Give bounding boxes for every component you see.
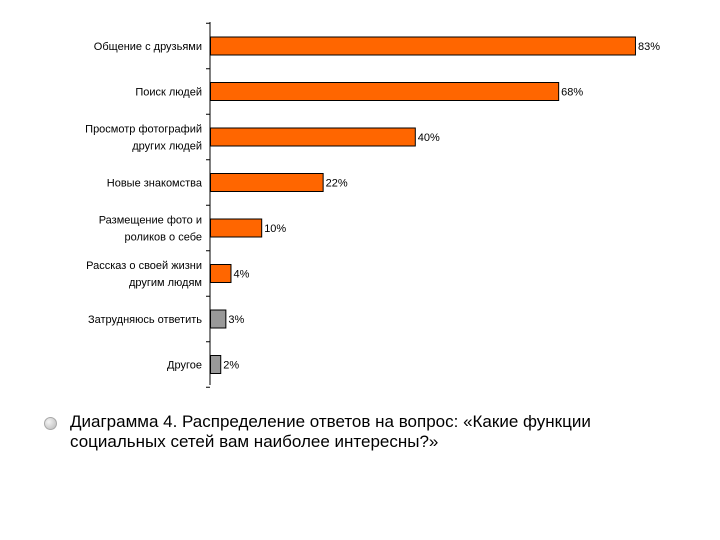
- bar: [210, 82, 560, 101]
- bar: [210, 36, 636, 56]
- data-label: 83%: [638, 41, 660, 53]
- data-label: 3%: [228, 314, 244, 326]
- category-label: других людей: [132, 141, 202, 153]
- bar: [210, 355, 222, 374]
- category-label: Рассказ о своей жизни: [86, 260, 202, 272]
- caption-text: Диаграмма 4. Распределение ответов на во…: [70, 412, 591, 451]
- data-label: 2%: [223, 360, 239, 372]
- data-label: 22%: [326, 178, 348, 190]
- bar: [210, 218, 263, 238]
- bar: [210, 127, 416, 147]
- data-label: 10%: [264, 223, 286, 235]
- chart-caption: Диаграмма 4. Распределение ответов на во…: [44, 412, 684, 452]
- bar: [210, 264, 232, 283]
- category-label: другим людям: [129, 277, 202, 289]
- category-label: Другое: [167, 360, 202, 372]
- data-label: 40%: [418, 132, 440, 144]
- category-label: Затрудняюсь ответить: [88, 314, 202, 326]
- data-label: 4%: [233, 269, 249, 281]
- category-label: роликов о себе: [125, 232, 202, 244]
- category-label: Просмотр фотографий: [85, 124, 202, 136]
- data-label: 68%: [561, 87, 583, 99]
- bar: [210, 309, 227, 329]
- category-label: Общение с друзьями: [94, 41, 202, 53]
- bullet-icon: [44, 417, 57, 430]
- bar: [210, 173, 324, 192]
- bar-chart: 83% Общение с друзьями 68% Поиск людей 40% Пр…: [85, 22, 660, 388]
- category-label: Новые знакомства: [107, 178, 203, 190]
- category-label: Размещение фото и: [99, 215, 202, 227]
- category-label: Поиск людей: [135, 87, 202, 99]
